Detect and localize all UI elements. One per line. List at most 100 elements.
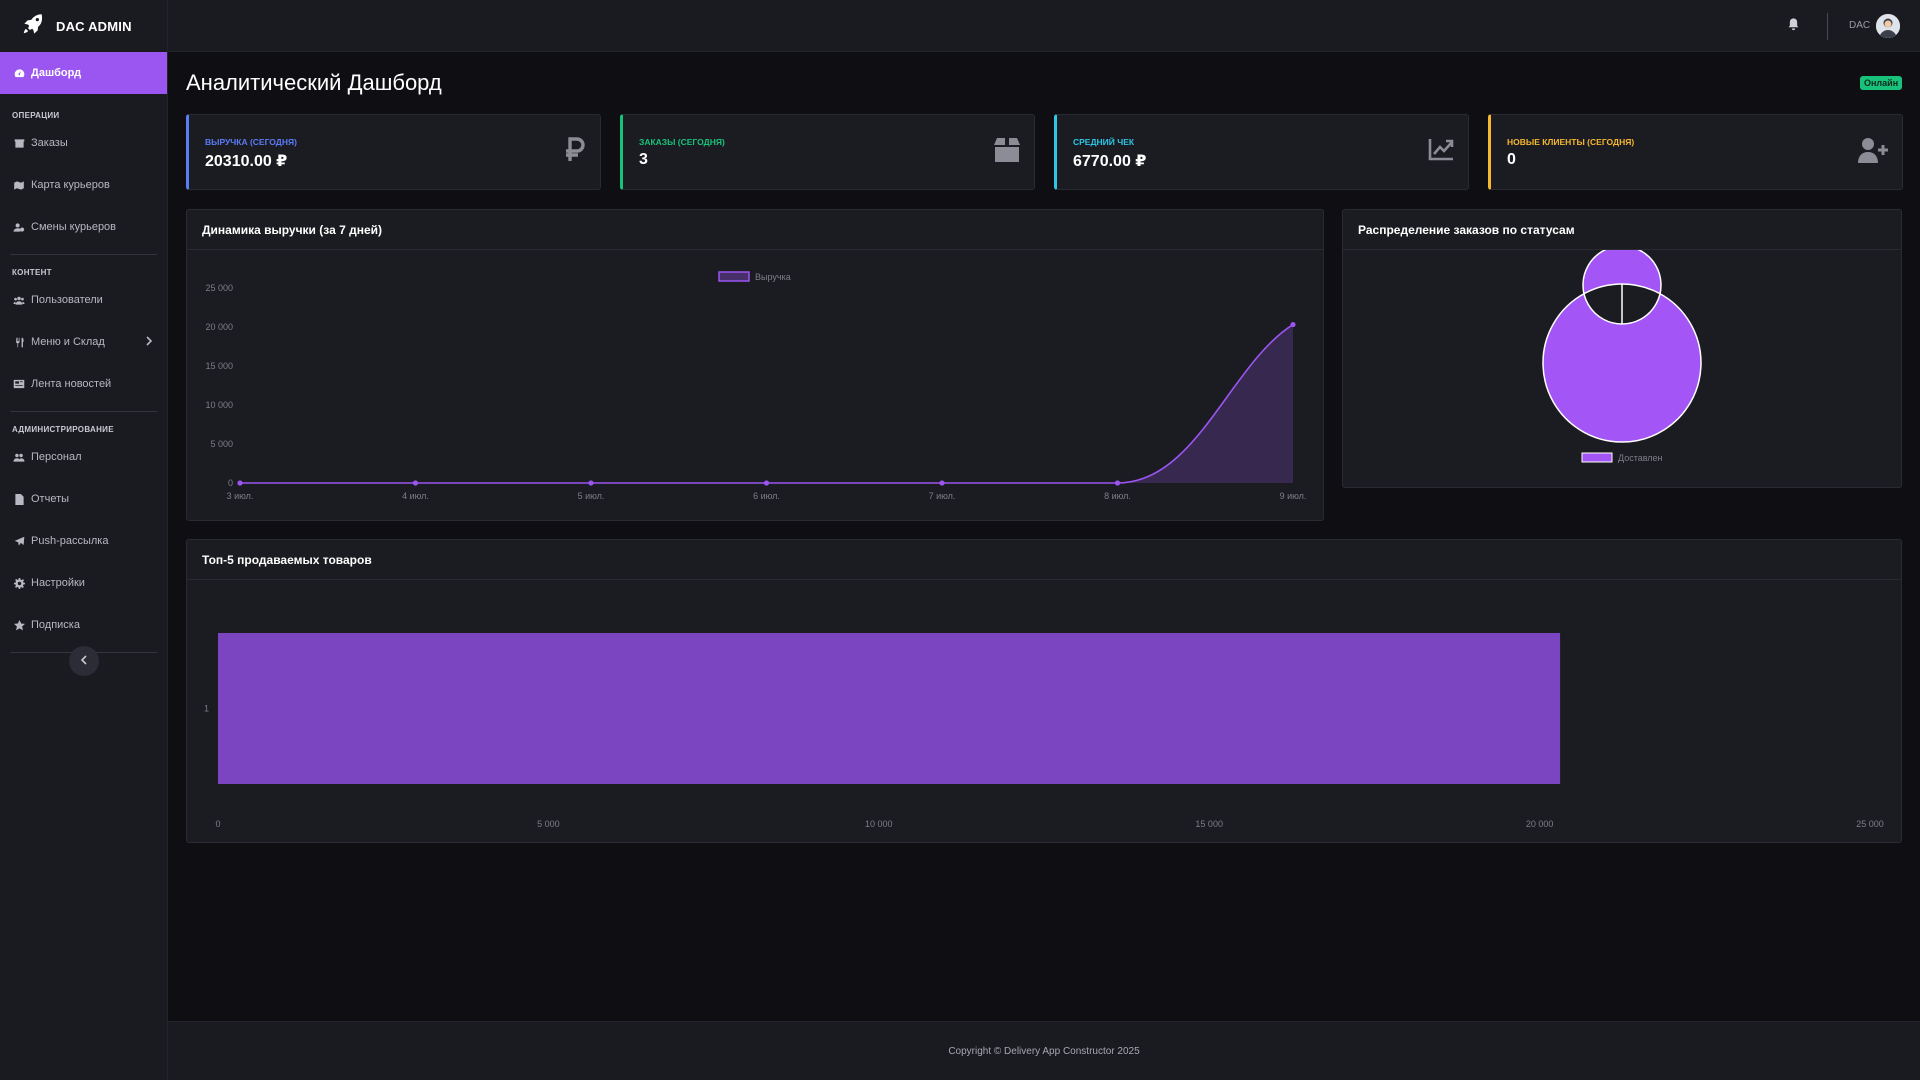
user-clock-icon: [13, 221, 25, 233]
stat-value: 6770.00 ₽: [1073, 153, 1147, 170]
x-tick-label: 5 июл.: [578, 491, 605, 501]
sidebar-item-menu-stock[interactable]: Меню и Склад: [0, 321, 167, 363]
ruble-icon: [564, 137, 586, 168]
paper-plane-icon: [13, 535, 25, 547]
sidebar-item-label: Лента новостей: [31, 378, 112, 390]
sidebar-collapse-button[interactable]: [69, 646, 99, 676]
sidebar-item-courier-map[interactable]: Карта курьеров: [0, 164, 167, 206]
sidebar-item-label: Меню и Склад: [31, 336, 105, 348]
stat-card-new-clients: НОВЫЕ КЛИЕНТЫ (СЕГОДНЯ) 0: [1488, 114, 1903, 190]
series-area-revenue: [240, 324, 1293, 483]
sidebar-item-orders[interactable]: Заказы: [0, 122, 167, 164]
sidebar-item-label: Push-рассылка: [31, 535, 109, 547]
x-tick-label: 0: [215, 819, 220, 829]
x-tick-label: 6 июл.: [753, 491, 780, 501]
legend-swatch: [718, 271, 750, 282]
x-tick-label: 4 июл.: [402, 491, 429, 501]
sidebar-item-label: Персонал: [31, 451, 82, 463]
x-tick-label: 3 июл.: [227, 491, 254, 501]
series-line-revenue: [240, 323, 1294, 484]
sidebar-item-dashboard[interactable]: Дашборд: [0, 52, 167, 94]
y-tick-label: 20 000: [205, 322, 233, 332]
y-tick-label: 0: [228, 478, 233, 488]
x-tick-label: 10 000: [865, 819, 893, 829]
gauge-icon: [13, 67, 25, 79]
users-icon: [13, 294, 25, 306]
x-tick-label: 9 июл.: [1280, 491, 1307, 501]
user-name[interactable]: DAC: [1849, 20, 1871, 31]
utensils-icon: [13, 336, 25, 348]
sidebar-item-label: Дашборд: [31, 67, 82, 79]
y-tick-label: 10 000: [205, 400, 233, 410]
sidebar-item-label: Отчеты: [31, 493, 70, 505]
y-tick-label: 1: [204, 704, 209, 714]
box-icon: [994, 137, 1020, 168]
sidebar-item-reports[interactable]: Отчеты: [0, 478, 167, 520]
sidebar-item-news-feed[interactable]: Лента новостей: [0, 363, 167, 405]
chevron-right-icon: [146, 336, 153, 349]
x-tick-label: 15 000: [1195, 819, 1223, 829]
bar-0: [218, 633, 1561, 784]
brand[interactable]: DAC ADMIN: [0, 0, 167, 52]
star-icon: [13, 619, 25, 631]
card-title: Топ-5 продаваемых товаров: [187, 540, 1901, 580]
data-point: [588, 480, 594, 486]
sidebar-item-courier-shifts[interactable]: Смены курьеров: [0, 206, 167, 248]
card-title: Динамика выручки (за 7 дней): [187, 210, 1323, 250]
stat-card-revenue: ВЫРУЧКА (СЕГОДНЯ) 20310.00 ₽: [186, 114, 601, 190]
section-label-operations: ОПЕРАЦИИ: [12, 111, 60, 120]
legend-label: Выручка: [755, 272, 791, 282]
revenue-chart-card: Динамика выручки (за 7 дней) 0 5 000 10 00…: [186, 209, 1324, 521]
sidebar: DAC ADMIN Дашборд ОПЕРАЦИИ Заказы Карта …: [0, 0, 168, 1080]
data-point: [939, 480, 945, 486]
copyright-text: Copyright © Delivery App Constructor 202…: [948, 1045, 1140, 1057]
y-tick-label: 15 000: [205, 361, 233, 371]
stat-label: ЗАКАЗЫ (СЕГОДНЯ): [639, 137, 725, 147]
sidebar-item-label: Пользователи: [31, 294, 103, 306]
stat-label: ВЫРУЧКА (СЕГОДНЯ): [205, 137, 297, 147]
sidebar-item-label: Карта курьеров: [31, 179, 110, 191]
y-tick-label: 25 000: [205, 283, 233, 293]
sidebar-item-label: Смены курьеров: [31, 221, 117, 233]
x-tick-label: 25 000: [1856, 819, 1884, 829]
sidebar-item-staff[interactable]: Персонал: [0, 436, 167, 478]
topbar: DAC: [168, 0, 1920, 52]
status-chart-card: Распределение заказов по статусам Достав…: [1342, 209, 1902, 488]
sidebar-item-settings[interactable]: Настройки: [0, 562, 167, 604]
section-label-content: КОНТЕНТ: [12, 268, 52, 277]
sidebar-item-subscription[interactable]: Подписка: [0, 604, 167, 646]
page-title: Аналитический Дашборд: [186, 70, 442, 95]
top-products-chart: 10 5 000 10 000 15 000 20 000 25 000: [204, 633, 1884, 829]
sidebar-item-push[interactable]: Push-рассылка: [0, 520, 167, 562]
nav-divider: [10, 254, 157, 255]
card-title: Распределение заказов по статусам: [1343, 210, 1901, 250]
chevron-left-icon: [80, 652, 88, 670]
user-plus-icon: [1858, 137, 1888, 168]
y-tick-label: 5 000: [210, 439, 233, 449]
data-point: [763, 480, 770, 486]
avatar[interactable]: [1876, 14, 1900, 38]
data-point: [1290, 321, 1296, 328]
footer: Copyright © Delivery App Constructor 202…: [168, 1021, 1920, 1080]
section-label-administration: АДМИНИСТРИРОВАНИЕ: [12, 425, 114, 434]
stat-value: 0: [1507, 151, 1516, 168]
x-tick-label: 5 000: [537, 819, 560, 829]
stat-value: 20310.00 ₽: [205, 153, 288, 170]
brand-name: DAC ADMIN: [56, 18, 132, 34]
sidebar-item-label: Заказы: [31, 137, 68, 149]
pie-slice-0: [1542, 245, 1702, 443]
sidebar-item-users[interactable]: Пользователи: [0, 279, 167, 321]
data-point: [1114, 480, 1121, 486]
sidebar-item-label: Настройки: [31, 577, 85, 589]
status-badge: Онлайн: [1860, 76, 1903, 90]
x-tick-label: 20 000: [1526, 819, 1554, 829]
staff-icon: [13, 451, 25, 463]
legend-swatch: [1581, 452, 1613, 463]
rocket-icon: [20, 11, 46, 42]
sidebar-item-label: Подписка: [31, 619, 80, 631]
stat-card-average-check: СРЕДНИЙ ЧЕК 6770.00 ₽: [1054, 114, 1469, 190]
status-chart: Доставлен: [1542, 245, 1702, 463]
nav-divider: [10, 411, 157, 412]
bell-icon[interactable]: [1787, 17, 1800, 36]
